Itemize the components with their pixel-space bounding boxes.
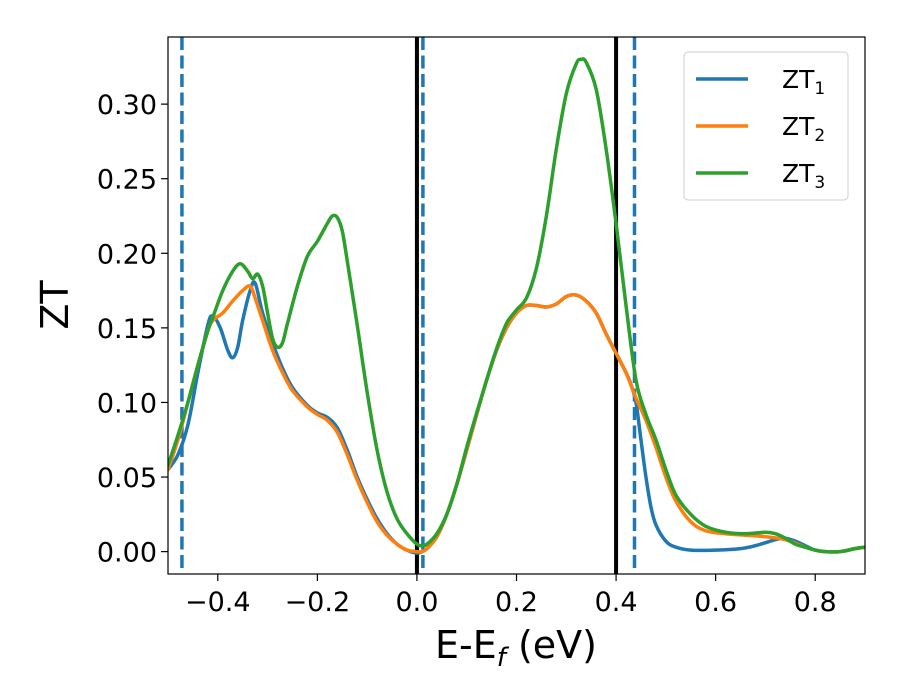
y-axis-label: ZT: [33, 280, 77, 330]
y-tick-label: 0.25: [97, 165, 157, 196]
x-axis-label-unit: (eV): [506, 623, 597, 667]
legend-box: [683, 51, 849, 201]
x-tick-label: 0.2: [495, 587, 538, 618]
legend-label-zt3: ZT3: [782, 159, 825, 193]
y-tick-label: 0.20: [97, 239, 157, 270]
series-line-zt3: [168, 57, 865, 554]
y-tick-label: 0.10: [97, 388, 157, 419]
x-tick-label: 0.8: [794, 587, 837, 618]
x-axis-label-main: E-E: [435, 623, 497, 667]
legend-label-zt2: ZT2: [782, 112, 825, 146]
x-tick-label: 0.4: [595, 587, 638, 618]
x-axis-label: E-Ef (eV): [435, 623, 597, 673]
legend: ZT1 ZT2 ZT3: [683, 51, 849, 201]
y-tick-label: 0.05: [97, 463, 157, 494]
y-tick-label: 0.30: [97, 90, 157, 121]
x-tick-label: 0.0: [395, 587, 438, 618]
x-tick-label: 0.6: [694, 587, 737, 618]
y-tick-label: 0.15: [97, 314, 157, 345]
x-tick-label: −0.2: [285, 587, 351, 618]
x-tick-label: −0.4: [185, 587, 251, 618]
y-tick-label: 0.00: [97, 538, 157, 569]
legend-label-zt1: ZT1: [782, 65, 825, 99]
